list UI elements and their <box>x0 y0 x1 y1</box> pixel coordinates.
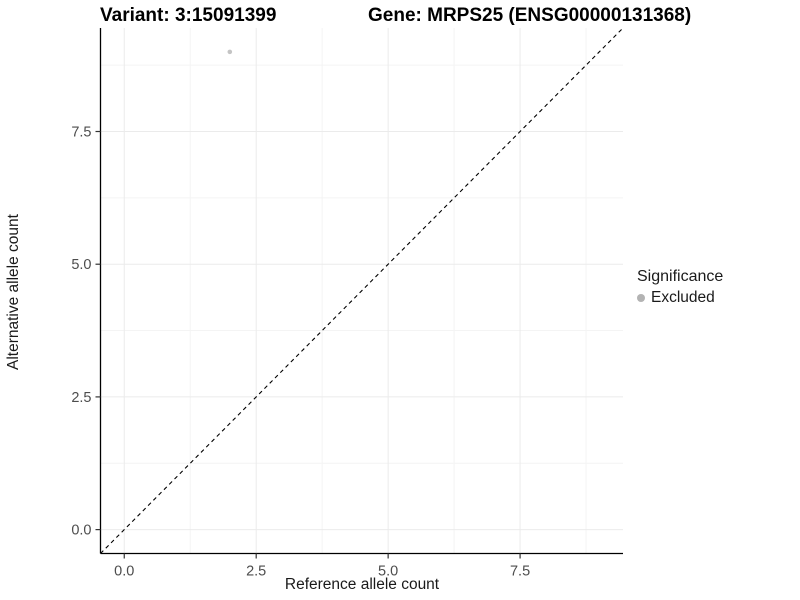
y-axis-label: Alternative allele count <box>5 214 22 370</box>
plot-title-variant: Variant: 3:15091399 <box>100 5 277 26</box>
svg-text:0.0: 0.0 <box>114 564 134 580</box>
identity-reference-line <box>100 27 624 554</box>
svg-text:2.5: 2.5 <box>246 564 266 580</box>
svg-text:7.5: 7.5 <box>510 564 530 580</box>
x-axis-label: Reference allele count <box>284 576 440 593</box>
svg-text:7.5: 7.5 <box>71 125 91 141</box>
svg-text:2.5: 2.5 <box>71 390 91 406</box>
legend: Significance Excluded <box>637 268 723 307</box>
legend-title: Significance <box>637 268 724 285</box>
svg-text:5.0: 5.0 <box>378 564 398 580</box>
plot-title-gene: Gene: MRPS25 (ENSG00000131368) <box>368 5 692 26</box>
svg-text:5.0: 5.0 <box>71 257 91 273</box>
legend-item-excluded: Excluded <box>637 289 723 307</box>
legend-item-label: Excluded <box>651 289 715 306</box>
svg-text:0.0: 0.0 <box>71 523 91 539</box>
legend-point-icon <box>637 294 645 302</box>
data-point <box>227 49 233 55</box>
